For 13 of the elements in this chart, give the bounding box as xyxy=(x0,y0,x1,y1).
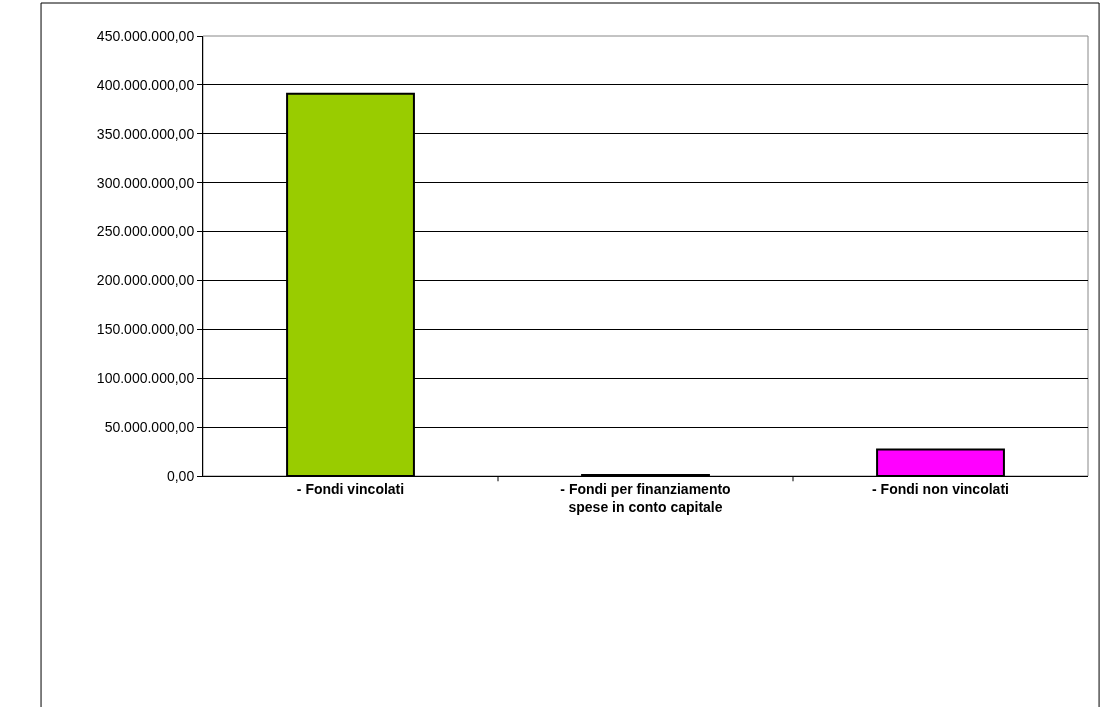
x-tick-label: - Fondi non vincolati xyxy=(872,480,1009,497)
y-tick-label: 300.000.000,00 xyxy=(96,174,195,191)
x-tick-label: - Fondi vincolati xyxy=(296,480,405,497)
y-tick-label: 150.000.000,00 xyxy=(96,321,195,338)
y-tick-label: 400.000.000,00 xyxy=(96,76,195,93)
y-tick-label: 450.000.000,00 xyxy=(96,27,195,44)
y-tick-label: 50.000.000,00 xyxy=(104,419,195,436)
y-tick-label: 100.000.000,00 xyxy=(96,370,195,387)
y-tick-label: 350.000.000,00 xyxy=(96,125,195,142)
x-tick-label: - Fondi per finanziamento spese in conto capitale xyxy=(560,480,731,515)
y-tick-label: 250.000.000,00 xyxy=(96,223,195,240)
y-tick-label: 200.000.000,00 xyxy=(96,272,195,289)
y-tick-label: 0,00 xyxy=(166,467,195,484)
